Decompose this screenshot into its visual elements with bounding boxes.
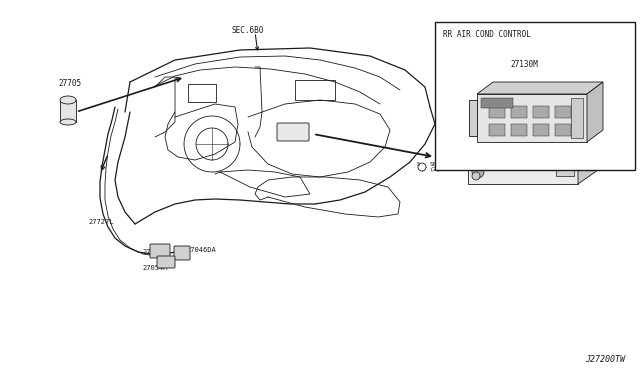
Text: J27200TW: J27200TW [585, 355, 625, 364]
Ellipse shape [418, 163, 426, 171]
Bar [556, 144, 574, 176]
Text: S08543-51200
(2): S08543-51200 (2) [430, 161, 475, 172]
Text: S: S [417, 161, 419, 167]
Bar [511, 106, 527, 118]
Ellipse shape [472, 172, 480, 180]
Text: 27727L: 27727L [88, 219, 113, 225]
FancyBboxPatch shape [277, 123, 309, 141]
Ellipse shape [60, 96, 76, 104]
Bar [489, 106, 505, 118]
Bar [555, 124, 571, 136]
Polygon shape [468, 132, 578, 184]
Ellipse shape [60, 119, 76, 125]
Text: 27726N: 27726N [468, 113, 496, 122]
Polygon shape [477, 94, 587, 142]
Text: 27054M: 27054M [142, 265, 168, 271]
Bar [188, 84, 216, 102]
Bar [295, 80, 335, 100]
Polygon shape [578, 118, 598, 184]
Polygon shape [587, 82, 603, 142]
Bar [533, 124, 549, 136]
Polygon shape [468, 118, 598, 132]
Bar [435, 22, 635, 170]
Text: 27705: 27705 [58, 79, 81, 88]
Text: SEC.6B0: SEC.6B0 [232, 26, 264, 35]
Bar [571, 98, 583, 138]
Ellipse shape [472, 166, 484, 178]
Text: 27046D: 27046D [142, 249, 168, 255]
Bar [60, 100, 76, 122]
Ellipse shape [472, 150, 484, 162]
Bar [481, 98, 513, 108]
Text: 27130M: 27130M [510, 60, 538, 69]
Bar [533, 106, 549, 118]
FancyBboxPatch shape [150, 244, 170, 258]
Polygon shape [477, 82, 603, 94]
FancyBboxPatch shape [157, 256, 175, 268]
Bar [511, 124, 527, 136]
FancyBboxPatch shape [174, 246, 190, 260]
Polygon shape [469, 100, 477, 136]
Text: 27046DA: 27046DA [186, 247, 216, 253]
Bar [555, 106, 571, 118]
Text: RR AIR COND CONTROL: RR AIR COND CONTROL [443, 30, 531, 39]
Bar [489, 124, 505, 136]
